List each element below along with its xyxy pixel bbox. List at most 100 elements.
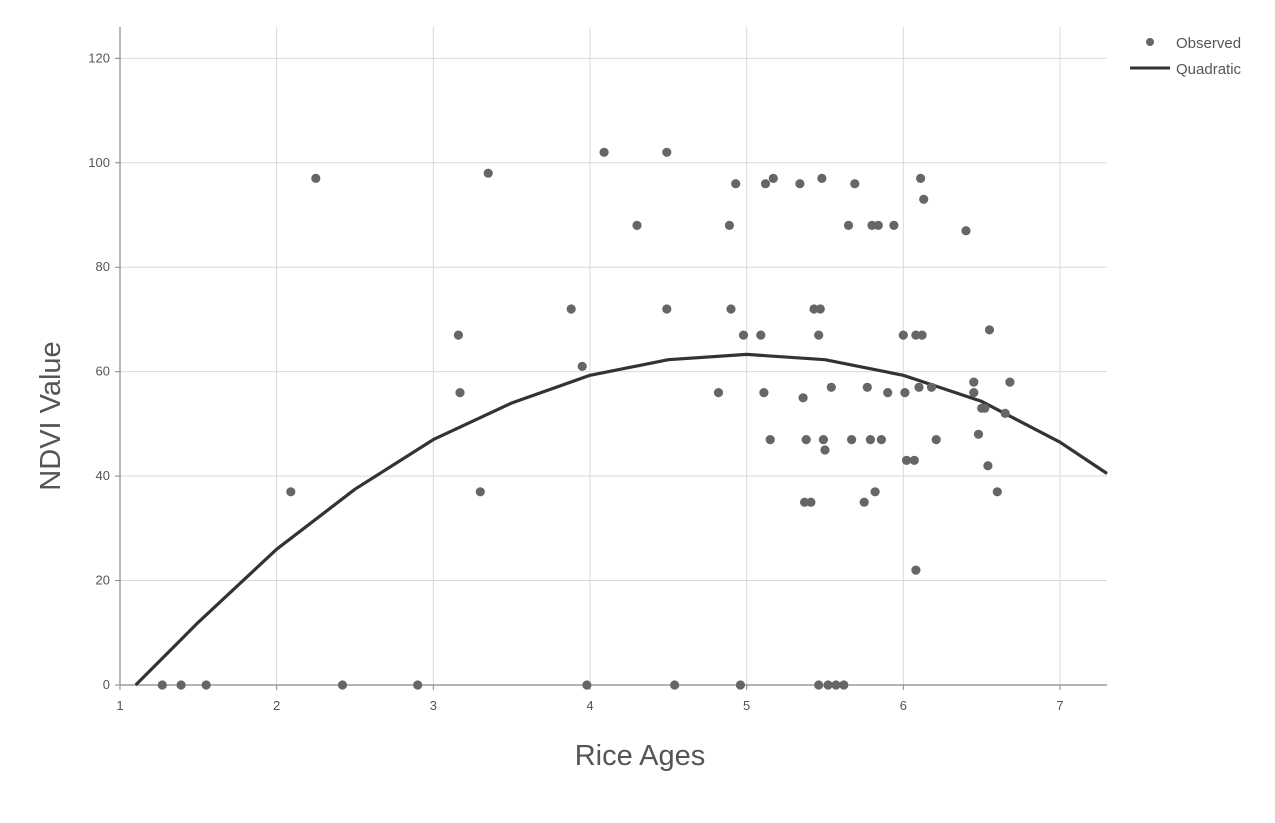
observed-point [814, 680, 824, 690]
observed-point [859, 497, 869, 507]
observed-point [632, 220, 642, 230]
observed-point [577, 361, 587, 371]
observed-point [475, 487, 485, 497]
observed-point [286, 487, 296, 497]
x-axis-title: Rice Ages [575, 740, 706, 772]
observed-point [756, 330, 766, 340]
observed-point [453, 330, 463, 340]
observed-point [926, 382, 937, 392]
observed-point [865, 435, 876, 445]
quadratic-fit [134, 352, 1108, 687]
observed-point [809, 304, 819, 314]
observed-point [800, 497, 810, 507]
observed-point [795, 179, 805, 189]
observed-point [735, 680, 746, 690]
observed-point [992, 487, 1002, 497]
observed-point [914, 382, 924, 392]
observed-point [818, 435, 829, 445]
x-tick-label: 7 [1056, 698, 1063, 713]
observed-points [157, 147, 1015, 690]
observed-point [662, 147, 672, 157]
observed-point [973, 429, 984, 439]
observed-point [916, 173, 926, 183]
observed-point [582, 680, 592, 690]
observed-point [801, 435, 811, 445]
observed-point [455, 388, 465, 398]
observed-point [599, 147, 609, 157]
observed-point [176, 680, 186, 690]
observed-point [738, 330, 749, 340]
observed-point [806, 497, 816, 507]
axes [119, 27, 1107, 686]
observed-point [670, 680, 680, 690]
observed-point [566, 304, 576, 314]
legend: Observed Quadratic [1130, 35, 1242, 78]
x-tick-label: 1 [116, 698, 123, 713]
observed-point [768, 173, 778, 183]
observed-point [823, 680, 833, 690]
observed-point [883, 388, 893, 398]
observed-point [847, 435, 857, 445]
observed-point [759, 388, 769, 398]
observed-point [983, 461, 993, 471]
observed-point [157, 680, 167, 690]
observed-point [911, 565, 921, 575]
x-tick-label: 5 [743, 698, 750, 713]
observed-point [483, 168, 493, 178]
observed-point [867, 220, 877, 230]
observed-point [839, 680, 849, 690]
y-axis-ticks: 0 20 40 60 80 100 120 [88, 50, 120, 692]
observed-point [798, 393, 808, 403]
observed-point [311, 173, 321, 183]
x-tick-label: 4 [586, 698, 593, 713]
observed-point [662, 304, 672, 314]
observed-point [898, 330, 908, 340]
observed-point [826, 382, 836, 392]
observed-point [919, 194, 929, 204]
y-axis-title: NDVI Value [35, 341, 67, 490]
observed-point [814, 330, 824, 340]
observed-point [984, 325, 995, 335]
legend-observed-label: Observed [1176, 35, 1241, 52]
observed-point [820, 445, 830, 455]
observed-point [726, 304, 736, 314]
observed-point [413, 680, 423, 690]
y-tick-label: 60 [96, 364, 110, 379]
observed-point [817, 173, 827, 183]
observed-point [337, 680, 348, 690]
y-tick-label: 0 [103, 677, 110, 692]
observed-point [1005, 377, 1015, 387]
observed-point [1000, 408, 1010, 418]
observed-point [917, 330, 927, 340]
observed-point [900, 388, 910, 398]
x-tick-label: 3 [430, 698, 437, 713]
observed-point [870, 487, 880, 497]
observed-point [980, 403, 990, 413]
observed-point [901, 455, 912, 465]
observed-point [831, 680, 841, 690]
observed-point [201, 680, 211, 690]
observed-point [760, 179, 771, 189]
x-tick-label: 2 [273, 698, 280, 713]
observed-point [765, 435, 775, 445]
observed-point [909, 455, 919, 465]
quadratic-curve [134, 352, 1108, 687]
y-tick-label: 120 [88, 50, 110, 65]
observed-point [961, 226, 971, 236]
observed-point [731, 179, 741, 189]
y-tick-label: 80 [96, 259, 110, 274]
grid [120, 27, 1107, 685]
observed-point [876, 435, 887, 445]
observed-point [850, 179, 860, 189]
y-tick-label: 20 [96, 573, 110, 588]
observed-point [889, 220, 899, 230]
observed-point [969, 388, 979, 398]
observed-point [843, 220, 854, 230]
observed-point [862, 382, 872, 392]
observed-point [931, 435, 941, 445]
observed-point [713, 388, 724, 398]
legend-quadratic-label: Quadratic [1176, 61, 1242, 78]
x-axis-ticks: 1 2 3 4 5 6 7 [116, 685, 1064, 713]
legend-observed-marker [1146, 38, 1154, 46]
